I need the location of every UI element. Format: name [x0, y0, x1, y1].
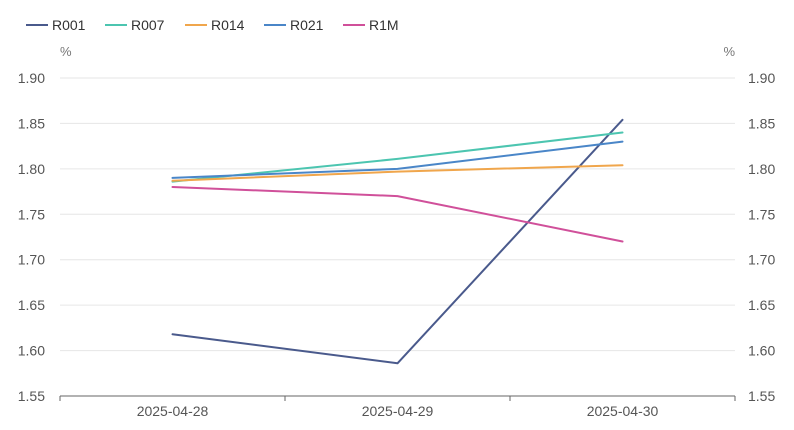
gridlines: [60, 77, 735, 352]
y-tick-label-right: 1.60: [748, 343, 775, 359]
y-axis-right: 1.55 1.60 1.65 1.70 1.75 1.80 1.85 1.90: [748, 70, 775, 404]
y-axis-unit-right: %: [723, 44, 735, 59]
y-tick-label-left: 1.70: [18, 252, 45, 268]
series-line-r021[interactable]: [171, 140, 624, 179]
y-tick-label-right: 1.55: [748, 388, 775, 404]
legend-label: R1M: [369, 17, 399, 33]
y-tick-label-left: 1.65: [18, 297, 45, 313]
y-axis-unit-left: %: [60, 44, 72, 59]
y-tick-label-right: 1.75: [748, 206, 775, 222]
x-tick-label: 2025-04-28: [137, 403, 209, 419]
y-tick-label-right: 1.65: [748, 297, 775, 313]
legend: R001 R007 R014 R021 R1M: [26, 17, 399, 33]
series-line-r001[interactable]: [171, 118, 624, 365]
series-line-r1m[interactable]: [171, 186, 624, 243]
y-tick-label-left: 1.80: [18, 161, 45, 177]
y-tick-label-left: 1.55: [18, 388, 45, 404]
y-tick-label-left: 1.85: [18, 115, 45, 131]
y-tick-label-left: 1.60: [18, 343, 45, 359]
series-line-r014[interactable]: [171, 164, 624, 182]
legend-item-r021[interactable]: R021: [264, 17, 324, 33]
legend-label: R021: [290, 17, 324, 33]
y-tick-label-left: 1.75: [18, 206, 45, 222]
x-tick-label: 2025-04-29: [362, 403, 434, 419]
y-tick-label-right: 1.70: [748, 252, 775, 268]
y-tick-label-right: 1.80: [748, 161, 775, 177]
y-tick-label-left: 1.90: [18, 70, 45, 86]
legend-item-r001[interactable]: R001: [26, 17, 86, 33]
legend-item-r1m[interactable]: R1M: [343, 17, 399, 33]
legend-label: R007: [131, 17, 165, 33]
x-axis: 2025-04-28 2025-04-29 2025-04-30: [59, 395, 736, 419]
legend-label: R014: [211, 17, 245, 33]
series-lines: [171, 118, 624, 365]
y-axis-left: 1.55 1.60 1.65 1.70 1.75 1.80 1.85 1.90: [18, 70, 45, 404]
legend-item-r014[interactable]: R014: [185, 17, 245, 33]
y-tick-label-right: 1.85: [748, 115, 775, 131]
x-tick-label: 2025-04-30: [587, 403, 659, 419]
y-tick-label-right: 1.90: [748, 70, 775, 86]
legend-label: R001: [52, 17, 86, 33]
legend-item-r007[interactable]: R007: [105, 17, 165, 33]
